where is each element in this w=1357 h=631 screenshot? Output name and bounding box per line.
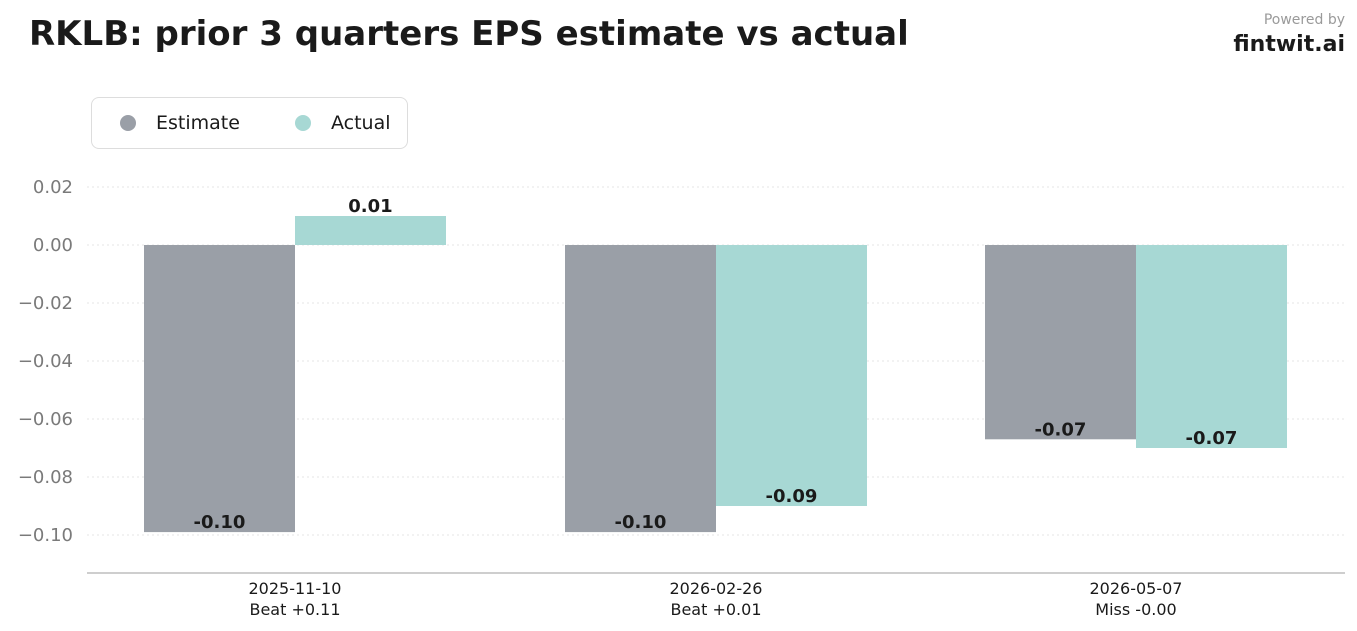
legend-item-actual: Actual [295, 112, 391, 134]
bar-actual [295, 216, 446, 245]
data-label: -0.07 [1186, 428, 1238, 449]
legend-item-estimate: Estimate [120, 112, 240, 134]
x-tick-label: 2025-11-10 [249, 579, 342, 598]
x-tick-label: 2026-05-07 [1090, 579, 1183, 598]
y-tick-label: 0.02 [33, 177, 73, 198]
legend-label-estimate: Estimate [156, 112, 240, 134]
bar-actual [1136, 245, 1287, 448]
data-label: -0.09 [766, 486, 818, 507]
bar-estimate [144, 245, 295, 533]
brand-logo: fintwit.ai [1233, 32, 1345, 57]
legend-swatch-actual [295, 115, 311, 131]
legend-label-actual: Actual [331, 112, 391, 134]
legend-swatch-estimate [120, 115, 136, 131]
data-label: -0.10 [615, 512, 667, 533]
y-tick-label: 0.00 [33, 235, 73, 256]
y-tick-label: −0.08 [18, 467, 73, 488]
data-label: -0.10 [194, 512, 246, 533]
y-tick-label: −0.02 [18, 293, 73, 314]
bar-actual [716, 245, 867, 506]
y-tick-label: −0.10 [18, 525, 73, 546]
y-tick-label: −0.06 [18, 409, 73, 430]
data-label: -0.07 [1035, 419, 1087, 440]
x-tick-sublabel: Miss -0.00 [1095, 600, 1176, 619]
powered-by-label: Powered by [1263, 12, 1345, 28]
chart-title: RKLB: prior 3 quarters EPS estimate vs a… [29, 14, 909, 54]
chart-legend: Estimate Actual [91, 97, 408, 149]
x-tick-sublabel: Beat +0.11 [249, 600, 340, 619]
x-tick-sublabel: Beat +0.01 [670, 600, 761, 619]
bar-estimate [565, 245, 716, 533]
y-tick-label: −0.04 [18, 351, 73, 372]
x-tick-label: 2026-02-26 [670, 579, 763, 598]
data-label: 0.01 [348, 196, 392, 217]
bar-estimate [985, 245, 1136, 440]
